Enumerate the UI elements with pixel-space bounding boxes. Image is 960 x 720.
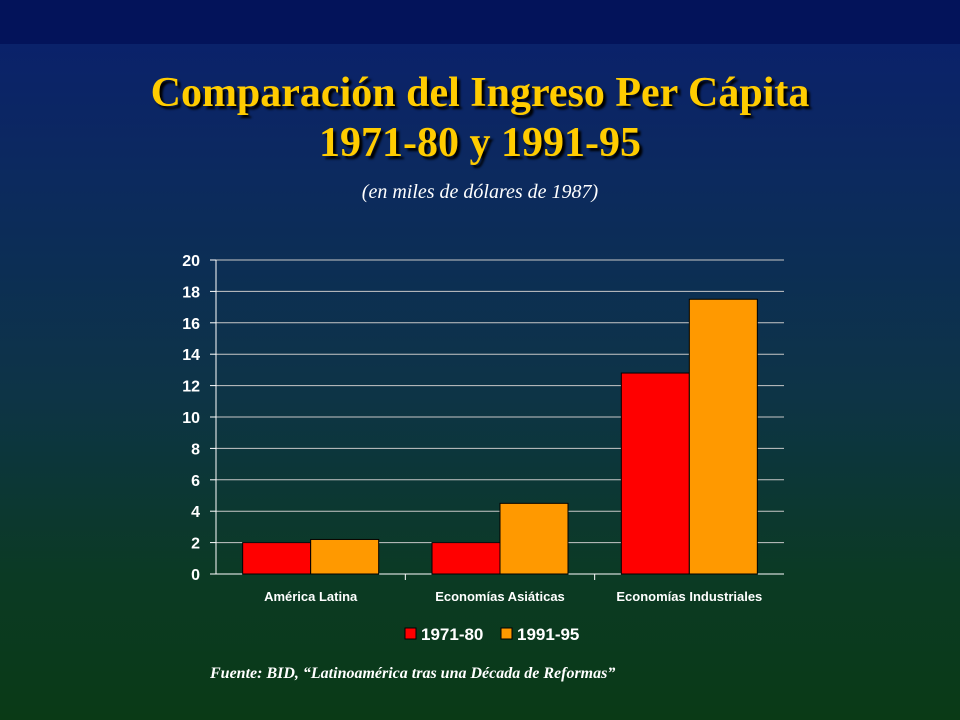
bar-1991-95-1 [310, 538, 380, 575]
title-line-2: 1971-80 y 1991-95 [319, 120, 641, 166]
top-band [0, 0, 960, 44]
y-tick-label: 14 [182, 347, 200, 364]
bar-1991-95-3 [688, 298, 758, 575]
y-tick-label: 12 [182, 379, 200, 396]
y-tick-label: 18 [182, 284, 200, 301]
source-note: Fuente: BID, “Latinoamérica tras una Déc… [210, 665, 616, 682]
bar-1971-80-2 [431, 542, 501, 575]
legend-label-1991-95: 1991-95 [517, 625, 579, 644]
title-line-1: Comparación del Ingreso Per Cápita [150, 70, 810, 116]
bar-1991-95-2 [499, 502, 569, 575]
legend-swatch-1991-95 [500, 627, 513, 640]
bar-1971-80-3 [620, 372, 690, 575]
x-tick-label: América Latina [264, 589, 358, 604]
y-tick-label: 4 [191, 504, 200, 521]
legend-label-1971-80: 1971-80 [421, 625, 483, 644]
x-tick-label: Economías Industriales [616, 589, 762, 604]
bar-1971-80-1 [242, 542, 312, 575]
slide-title: Comparación del Ingreso Per Cápita 1971-… [0, 68, 960, 168]
y-tick-label: 10 [182, 410, 200, 427]
y-tick-label: 20 [182, 253, 200, 270]
x-tick-label: Economías Asiáticas [435, 589, 565, 604]
y-tick-label: 16 [182, 316, 200, 333]
y-tick-label: 0 [191, 567, 200, 584]
legend-swatch-1971-80 [404, 627, 417, 640]
y-tick-label: 6 [191, 473, 200, 490]
y-tick-label: 8 [191, 441, 200, 458]
slide-subtitle: (en miles de dólares de 1987) [361, 181, 599, 203]
y-tick-label: 2 [191, 536, 200, 553]
